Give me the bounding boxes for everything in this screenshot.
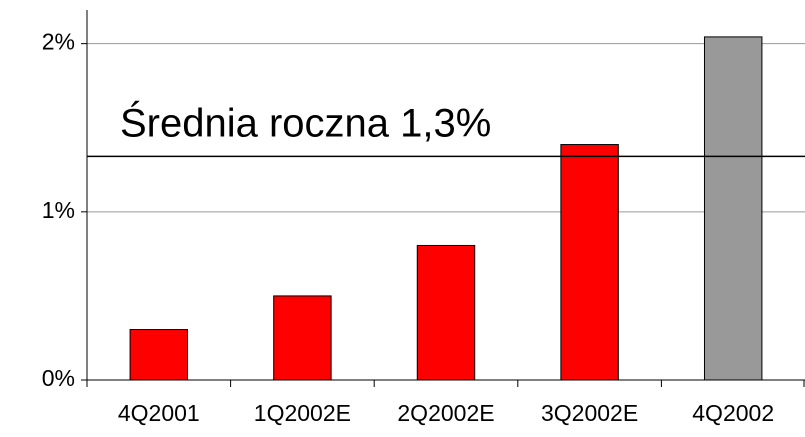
reference-label: Średnia roczna 1,3%	[120, 100, 491, 146]
bar	[703, 36, 763, 381]
x-tick-label: 4Q2002	[692, 400, 774, 426]
x-tick-label: 1Q2002E	[254, 400, 351, 426]
x-tick-label: 2Q2002E	[397, 400, 494, 426]
y-tick-label: 2%	[42, 29, 75, 55]
bar	[560, 144, 619, 381]
y-tick-label: 1%	[42, 197, 75, 223]
x-tick-label: 4Q2001	[118, 400, 200, 426]
x-tick-label: 3Q2002E	[541, 400, 638, 426]
bar	[416, 244, 476, 381]
bar	[129, 329, 189, 381]
y-tick-label: 0%	[42, 365, 75, 391]
bar	[273, 295, 332, 381]
